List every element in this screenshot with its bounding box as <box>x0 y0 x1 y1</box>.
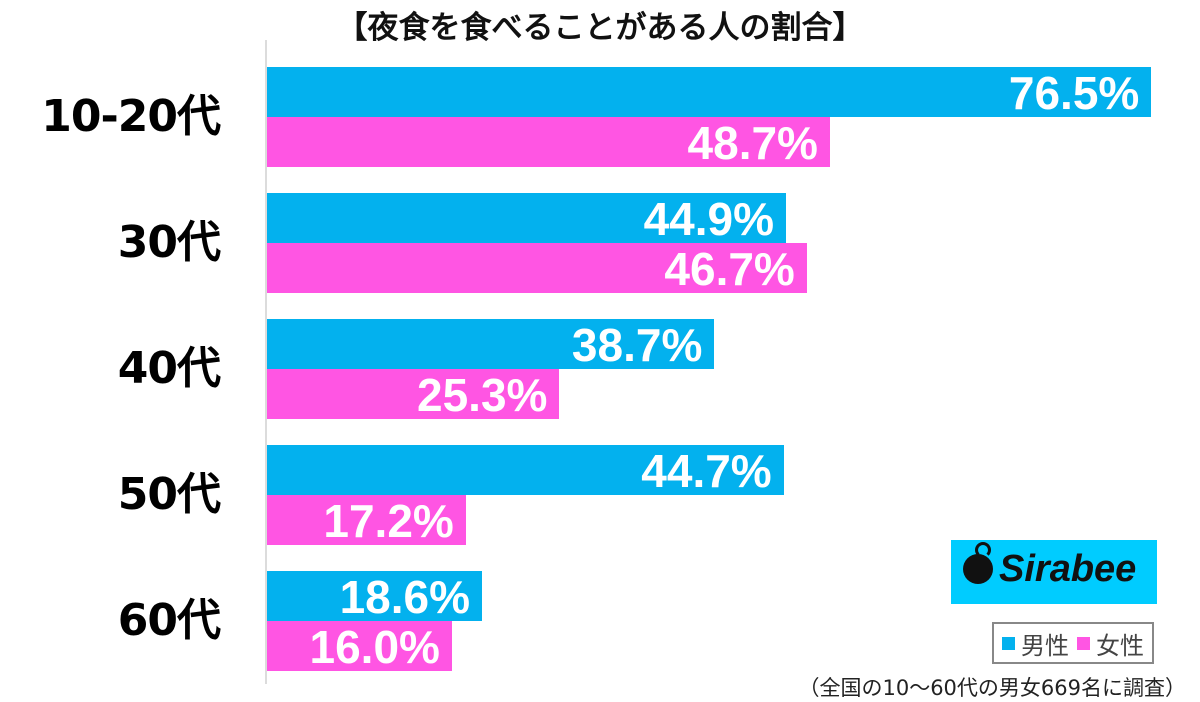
y-axis-line <box>265 40 267 684</box>
value-label: 44.7% <box>641 445 772 497</box>
category-label: 40代 <box>117 343 221 394</box>
sirabee-logo: Sirabee <box>951 540 1157 604</box>
category-label: 30代 <box>117 217 221 268</box>
value-label: 25.3% <box>417 369 548 421</box>
sirabee-mark-icon <box>963 542 993 584</box>
value-label: 18.6% <box>339 571 471 623</box>
female-swatch-icon <box>1077 636 1090 650</box>
category-label: 50代 <box>117 469 221 520</box>
value-label: 48.7% <box>687 117 818 169</box>
value-label: 38.7% <box>571 319 703 371</box>
bar-male: 18.6% <box>267 571 483 623</box>
bar-female: 25.3% <box>267 369 560 421</box>
bar-female: 16.0% <box>267 621 452 673</box>
value-label: 44.9% <box>643 193 775 245</box>
value-label: 76.5% <box>1008 67 1140 119</box>
legend-label-female: 女性 <box>1096 631 1144 660</box>
value-label: 17.2% <box>323 495 454 547</box>
legend-item-female: 女性 <box>1077 626 1144 661</box>
bar-male: 44.9% <box>267 193 787 245</box>
legend-label-male: 男性 <box>1021 631 1069 660</box>
bar-female: 46.7% <box>267 243 807 295</box>
bar-female: 17.2% <box>267 495 466 547</box>
category-label: 10-20代 <box>41 91 221 142</box>
bar-male: 38.7% <box>267 319 715 371</box>
bar-male: 76.5% <box>267 67 1152 119</box>
logo-text: Sirabee <box>999 548 1137 590</box>
value-label: 46.7% <box>664 243 795 295</box>
bar-male: 44.7% <box>267 445 784 497</box>
chart-title: 【夜食を食べることがある人の割合】 <box>336 10 864 46</box>
legend: 男性 女性 <box>992 622 1154 664</box>
category-label: 60代 <box>117 595 221 646</box>
legend-item-male: 男性 <box>1002 626 1069 661</box>
bar-female: 48.7% <box>267 117 830 169</box>
male-swatch-icon <box>1002 636 1015 650</box>
value-label: 16.0% <box>309 621 440 673</box>
survey-note: （全国の10〜60代の男女669名に調査） <box>798 676 1186 700</box>
